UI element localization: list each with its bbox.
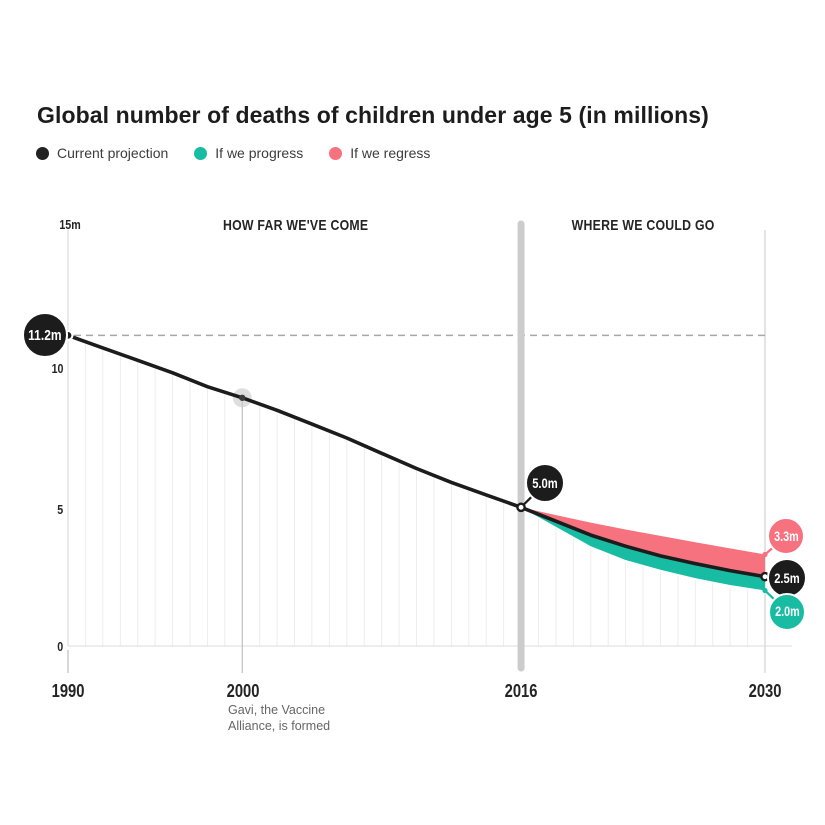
legend-label: If we progress [215,145,304,161]
legend-dot-black-icon [36,146,49,160]
legend-item-if-we-progress: If we progress [194,145,303,161]
legend-dot-pink-icon [329,146,343,160]
event-annotation-line1: Gavi, the Vaccine [228,703,326,717]
x-tick-1990: 1990 [51,681,85,701]
y-tick-5: 5 [57,502,63,517]
page-title: Global number of deaths of children unde… [37,102,709,129]
projection-bands [521,507,765,591]
value-badge-2-0m: 2.0m [768,592,806,631]
legend-item-current-projection: Current projection [36,145,168,161]
x-tick-2030: 2030 [748,681,782,701]
event-annotation-line2: Alliance, is formed [228,719,331,733]
legend-label: If we regress [350,145,431,161]
value-badge-11-2m: 11.2m [22,312,68,359]
y-tick-15m: 15m [59,217,81,232]
value-badge-2-5m: 2.5m [767,557,807,598]
event-annotation-gavi: Gavi, the Vaccine Alliance, is formed [228,702,330,734]
axes-and-ticks [67,230,792,673]
event-marker-2000 [232,388,252,673]
y-tick-10: 10 [51,361,63,376]
legend-dot-teal-icon [194,146,208,160]
x-tick-2016: 2016 [504,681,538,701]
section-label-left: HOW FAR WE'VE COME [223,217,369,234]
value-badge-3-3m: 3.3m [767,517,805,556]
chart-legend: Current projection If we progress If we … [36,145,430,161]
data-lines [66,333,767,579]
value-badge-5-0m: 5.0m [525,463,566,504]
y-tick-0: 0 [57,639,63,654]
yearly-droplines [67,337,766,646]
legend-label: Current projection [57,145,169,161]
legend-item-if-we-regress: If we regress [329,145,430,161]
x-tick-2000: 2000 [226,681,260,701]
section-label-right: WHERE WE COULD GO [571,217,715,234]
